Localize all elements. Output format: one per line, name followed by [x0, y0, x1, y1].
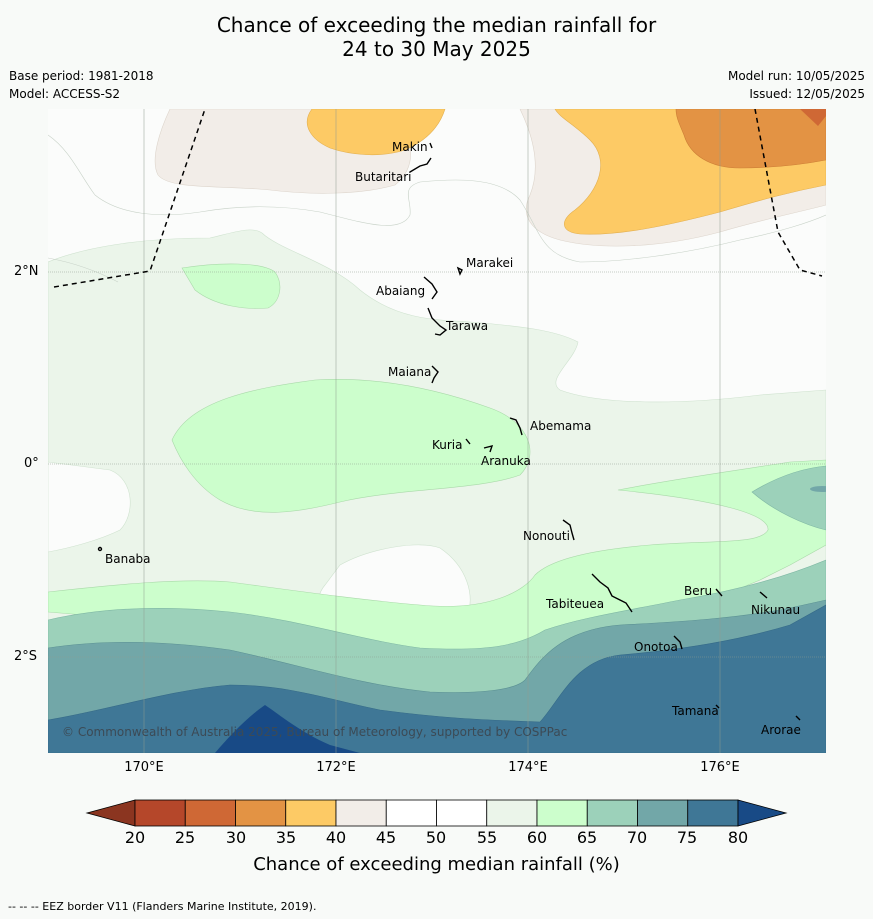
label-tamana: Tamana — [671, 704, 719, 718]
island-abaiang — [423, 276, 438, 300]
colorbar — [85, 799, 788, 827]
region-45-55-west — [48, 461, 131, 553]
colorbar-tick: 25 — [174, 828, 196, 847]
colorbar-segment — [436, 799, 488, 827]
island-tarawa — [427, 307, 448, 336]
colorbar-segment — [536, 799, 588, 827]
label-butaritari: Butaritari — [355, 170, 412, 184]
label-arorae: Arorae — [761, 723, 801, 737]
colorbar-segment — [586, 799, 638, 827]
region-70-75-patch — [810, 486, 826, 492]
colorbar-segment — [486, 799, 538, 827]
island-beru — [715, 588, 723, 597]
label-abaiang: Abaiang — [376, 284, 425, 298]
label-beru: Beru — [684, 584, 712, 598]
label-nikunau: Nikunau — [751, 603, 800, 617]
contour-line-50 — [48, 134, 826, 263]
island-nikunau — [759, 591, 768, 599]
label-abemama: Abemama — [530, 419, 591, 433]
island-maiana — [431, 365, 439, 384]
colorbar-tick: 70 — [626, 828, 648, 847]
graticule — [48, 109, 826, 753]
map-title-line2: 24 to 30 May 2025 — [342, 37, 531, 61]
label-marakei: Marakei — [466, 256, 513, 270]
island-makin — [429, 142, 433, 149]
label-maiana: Maiana — [388, 365, 431, 379]
lat-label-2s: 2°S — [14, 649, 38, 664]
colorbar-tick: 75 — [676, 828, 698, 847]
region-30-35 — [675, 109, 826, 169]
colorbar-tick: 50 — [425, 828, 447, 847]
label-aranuka: Aranuka — [481, 454, 531, 468]
lat-label-0: 0° — [24, 456, 39, 471]
model-run-text: Model run: 10/05/2025 — [727, 69, 865, 83]
island-outlines — [97, 142, 801, 721]
issued-text: Issued: 12/05/2025 — [749, 87, 865, 101]
island-arorae — [795, 715, 801, 721]
label-banaba: Banaba — [105, 552, 151, 566]
colorbar-segment — [184, 799, 236, 827]
colorbar-low-extension — [85, 799, 136, 827]
label-kuria: Kuria — [432, 438, 463, 452]
lon-label-174e: 174°E — [508, 760, 548, 775]
lon-label-172e: 172°E — [316, 760, 356, 775]
label-tarawa: Tarawa — [445, 319, 488, 333]
map-area: Makin Butaritari Marakei Abaiang Tarawa … — [48, 109, 826, 753]
colorbar-label: Chance of exceeding median rainfall (%) — [253, 854, 620, 875]
colorbar-segment — [687, 799, 739, 827]
colorbar-tick: 45 — [375, 828, 397, 847]
region-65-70-east-patch — [751, 465, 826, 531]
colorbar-segment — [637, 799, 689, 827]
lon-label-176e: 176°E — [700, 760, 740, 775]
island-butaritari — [409, 157, 432, 173]
island-marakei — [456, 266, 463, 276]
contour-line-west — [48, 257, 119, 283]
model-text: Model: ACCESS-S2 — [9, 87, 121, 101]
colorbar-tick: 65 — [576, 828, 598, 847]
island-nonouti — [562, 519, 575, 541]
island-aranuka — [483, 445, 494, 453]
region-35-40-west — [306, 109, 446, 156]
colorbar-segment — [235, 799, 287, 827]
island-tabiteuea — [591, 573, 633, 613]
region-60-65-north — [181, 263, 281, 309]
island-tamana — [715, 704, 720, 709]
colorbar-tick: 60 — [526, 828, 548, 847]
eez-footnote: -- -- -- EEZ border V11 (Flanders Marine… — [8, 900, 317, 913]
colorbar-segment — [134, 799, 186, 827]
label-nonouti: Nonouti — [523, 529, 570, 543]
colorbar-tick: 40 — [325, 828, 347, 847]
region-75-80 — [48, 604, 826, 753]
colorbar-high-extension — [737, 799, 788, 827]
region-above-80 — [215, 705, 360, 753]
label-tabiteuea: Tabiteuea — [545, 597, 604, 611]
label-onotoa: Onotoa — [634, 640, 678, 654]
colorbar-segment — [285, 799, 337, 827]
label-makin: Makin — [392, 140, 428, 154]
colorbar-tick: 20 — [124, 828, 146, 847]
colorbar-tick: 55 — [476, 828, 498, 847]
copyright-text: © Commonwealth of Australia 2025, Bureau… — [62, 725, 567, 739]
rainfall-map: Makin Butaritari Marakei Abaiang Tarawa … — [48, 109, 826, 753]
colorbar-segment — [335, 799, 387, 827]
eez-border — [53, 109, 206, 288]
base-period-text: Base period: 1981-2018 — [9, 69, 154, 83]
island-banaba — [97, 546, 103, 552]
island-kuria — [465, 438, 471, 445]
region-25-30 — [800, 109, 826, 126]
colorbar-tick: 35 — [275, 828, 297, 847]
eez-border-east — [754, 109, 823, 277]
island-onotoa — [673, 635, 683, 650]
lat-label-2n: 2°N — [14, 264, 39, 279]
colorbar-tick: 30 — [225, 828, 247, 847]
island-abemama — [509, 417, 523, 436]
colorbar-segment — [385, 799, 437, 827]
lon-label-170e: 170°E — [124, 760, 164, 775]
region-60-65-central — [171, 379, 531, 513]
map-title-line1: Chance of exceeding the median rainfall … — [216, 13, 657, 37]
colorbar-tick: 80 — [727, 828, 749, 847]
